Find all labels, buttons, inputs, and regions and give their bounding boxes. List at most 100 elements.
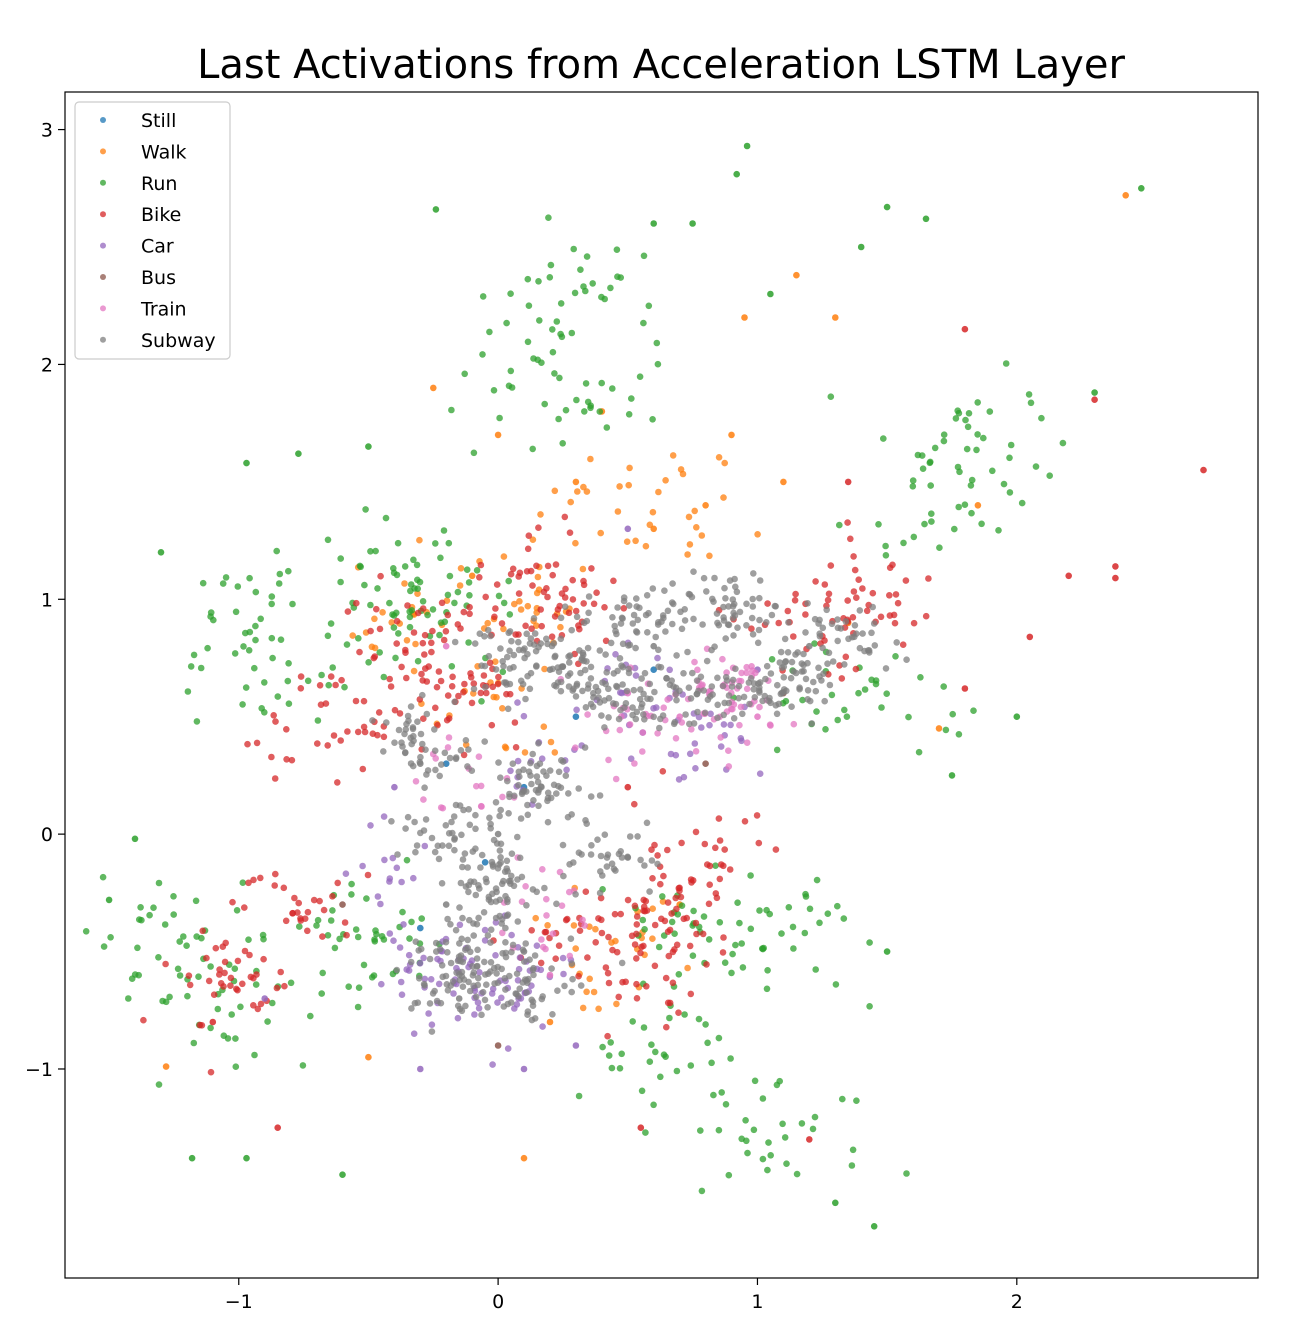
point [410,667,418,675]
point [388,619,396,626]
point [399,908,406,916]
point [692,828,700,836]
point [681,1011,688,1018]
point [730,715,738,722]
point [763,906,770,914]
point [774,681,781,689]
point [612,937,619,945]
point [259,931,267,939]
point [461,850,469,857]
point [841,706,848,714]
point [524,338,532,346]
point [183,942,190,949]
point [398,663,405,671]
point [504,1000,512,1008]
point [572,478,580,486]
point [540,723,548,730]
point [863,607,871,615]
point [515,590,523,597]
point [691,507,698,515]
point [339,1171,346,1178]
point [719,949,727,956]
point [834,637,841,645]
point [1006,454,1013,462]
point [551,749,559,756]
point [624,854,632,861]
point [530,971,537,979]
point [755,626,763,634]
point [417,730,425,738]
point [442,901,450,908]
point [829,658,837,665]
point [715,454,723,461]
point [162,998,170,1006]
point [1026,633,1034,641]
point [624,525,632,533]
point [176,938,183,945]
point [644,695,651,702]
point [458,973,466,980]
point [508,931,515,939]
point [573,706,580,714]
point [428,1021,436,1028]
point [337,578,344,586]
point [299,1062,307,1069]
point [753,812,761,819]
point [554,606,562,613]
point [592,925,599,933]
point [845,635,852,643]
point [261,679,268,686]
point [425,1010,432,1017]
point [624,783,632,791]
point [362,506,369,513]
point [544,818,552,826]
point [686,942,694,950]
point [970,707,977,714]
point [693,690,701,698]
point [559,440,566,447]
point [612,775,620,783]
point [484,626,492,634]
point [743,142,751,150]
point [819,624,827,632]
point [671,930,678,937]
point [447,921,454,928]
point [1018,499,1026,507]
point [629,704,636,711]
point [746,700,753,708]
point [702,760,709,767]
point [765,1139,772,1146]
point [574,488,581,495]
point [733,170,740,178]
point [468,767,476,774]
point [327,673,335,680]
point [478,1011,485,1019]
legend-marker [100,305,106,312]
point [562,916,570,924]
point [602,637,610,645]
point [241,947,249,955]
point [754,713,761,720]
point [493,581,501,588]
point [534,778,542,786]
point [462,737,470,744]
point [480,672,488,679]
point [722,1101,730,1108]
point [239,879,247,886]
point [237,1003,244,1011]
point [756,770,764,777]
point [516,598,523,605]
point [368,974,376,981]
point [552,955,559,962]
point [496,414,503,422]
point [307,1012,314,1020]
point [522,940,529,947]
point [432,766,439,774]
point [763,662,771,670]
point [490,387,498,394]
point [825,649,833,657]
point [642,1129,649,1136]
point [903,656,910,663]
point [559,663,567,670]
point [522,883,529,890]
